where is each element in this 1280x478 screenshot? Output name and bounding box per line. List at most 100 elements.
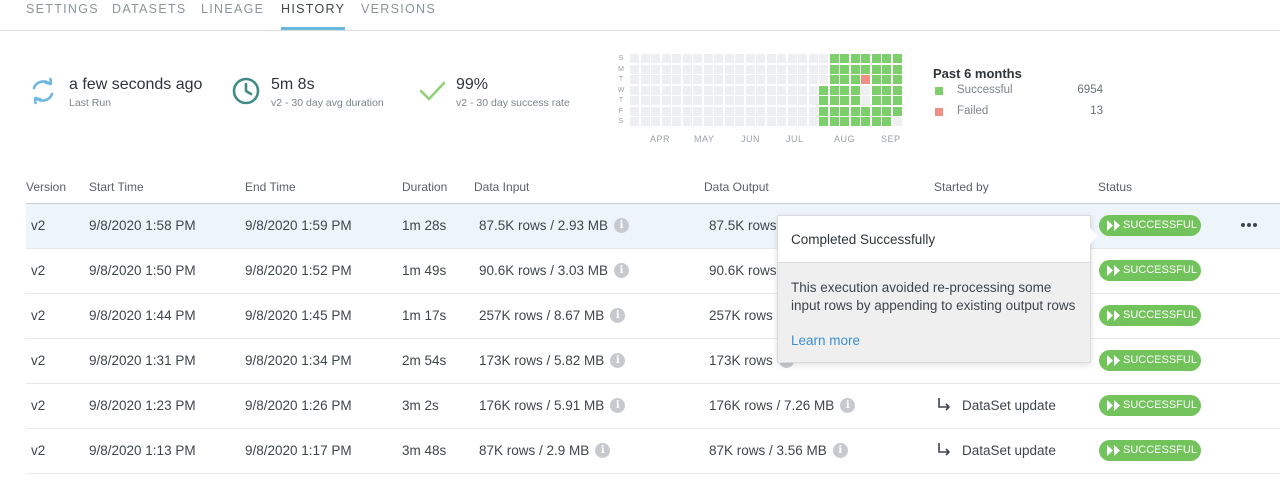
heatmap-cell[interactable] [819, 75, 828, 84]
heatmap-cell[interactable] [651, 106, 660, 116]
heatmap-cell[interactable] [871, 106, 881, 116]
heatmap-cell[interactable] [745, 54, 755, 63]
heatmap-cell[interactable] [661, 75, 671, 84]
heatmap-cell[interactable] [819, 85, 828, 95]
heatmap-cell[interactable] [861, 64, 870, 74]
heatmap-cell[interactable] [640, 85, 650, 95]
heatmap-cell[interactable] [798, 64, 807, 74]
heatmap-cell[interactable] [777, 54, 786, 63]
heatmap-cell[interactable] [850, 96, 860, 105]
heatmap-cell[interactable] [829, 96, 839, 105]
heatmap-cell[interactable] [787, 75, 797, 84]
heatmap-cell[interactable] [819, 54, 828, 63]
heatmap-cell[interactable] [892, 85, 902, 95]
heatmap-cell[interactable] [808, 85, 818, 95]
heatmap-cell[interactable] [724, 64, 734, 74]
column-header-start-time[interactable]: Start Time [89, 180, 144, 194]
table-row[interactable]: v2 9/8/2020 1:23 PM 9/8/2020 1:26 PM 3m 2s 1… [26, 384, 1280, 429]
heatmap-cell[interactable] [703, 106, 713, 116]
heatmap-cell[interactable] [735, 96, 744, 105]
heatmap-cell[interactable] [714, 64, 723, 74]
heatmap-cell[interactable] [829, 64, 839, 74]
heatmap-cell[interactable] [766, 64, 776, 74]
heatmap-cell[interactable] [871, 117, 881, 126]
heatmap-cell[interactable] [640, 106, 650, 116]
heatmap-cell[interactable] [693, 117, 702, 126]
heatmap-cell[interactable] [651, 96, 660, 105]
heatmap-cell[interactable] [661, 106, 671, 116]
heatmap-cell[interactable] [756, 64, 765, 74]
heatmap-cell[interactable] [640, 96, 650, 105]
heatmap-cell[interactable] [882, 85, 891, 95]
heatmap-cell[interactable] [766, 54, 776, 63]
heatmap-cell[interactable] [861, 75, 870, 84]
heatmap-cell[interactable] [808, 117, 818, 126]
heatmap-cell[interactable] [882, 117, 891, 126]
heatmap-cell[interactable] [682, 117, 692, 126]
heatmap-cell[interactable] [682, 106, 692, 116]
heatmap-cell[interactable] [693, 64, 702, 74]
heatmap-cell[interactable] [682, 85, 692, 95]
heatmap-cell[interactable] [703, 54, 713, 63]
heatmap-cell[interactable] [724, 96, 734, 105]
heatmap-cell[interactable] [787, 64, 797, 74]
heatmap-cell[interactable] [682, 64, 692, 74]
status-badge[interactable]: SUCCESSFUL [1099, 440, 1201, 461]
heatmap-cell[interactable] [693, 106, 702, 116]
heatmap-cell[interactable] [871, 96, 881, 105]
heatmap-cell[interactable] [850, 117, 860, 126]
heatmap-cell[interactable] [745, 117, 755, 126]
heatmap-cell[interactable] [882, 64, 891, 74]
heatmap-cell[interactable] [661, 85, 671, 95]
heatmap-cell[interactable] [756, 96, 765, 105]
heatmap-cell[interactable] [672, 64, 681, 74]
heatmap-cell[interactable] [693, 75, 702, 84]
heatmap-cell[interactable] [829, 85, 839, 95]
heatmap-cell[interactable] [672, 96, 681, 105]
heatmap-cell[interactable] [882, 54, 891, 63]
heatmap-cell[interactable] [630, 64, 639, 74]
heatmap-cell[interactable] [808, 106, 818, 116]
heatmap-cell[interactable] [829, 106, 839, 116]
heatmap-cell[interactable] [777, 106, 786, 116]
tab-settings[interactable]: SETTINGS [26, 2, 99, 16]
heatmap-cell[interactable] [840, 96, 849, 105]
heatmap-cell[interactable] [766, 117, 776, 126]
column-header-version[interactable]: Version [26, 180, 67, 194]
heatmap-cell[interactable] [703, 96, 713, 105]
heatmap-cell[interactable] [672, 117, 681, 126]
column-header-started-by[interactable]: Started by [934, 180, 989, 194]
table-row[interactable]: v2 9/8/2020 1:13 PM 9/8/2020 1:17 PM 3m 48s… [26, 429, 1280, 474]
heatmap-cell[interactable] [766, 106, 776, 116]
heatmap-cell[interactable] [861, 85, 870, 95]
tab-datasets[interactable]: DATASETS [112, 2, 187, 16]
heatmap-cell[interactable] [871, 54, 881, 63]
heatmap-cell[interactable] [871, 75, 881, 84]
heatmap-cell[interactable] [745, 96, 755, 105]
status-badge[interactable]: SUCCESSFUL [1099, 395, 1201, 416]
heatmap-cell[interactable] [735, 85, 744, 95]
heatmap-cell[interactable] [703, 117, 713, 126]
heatmap-cell[interactable] [777, 64, 786, 74]
heatmap-cell[interactable] [672, 106, 681, 116]
heatmap-cell[interactable] [714, 96, 723, 105]
status-badge[interactable]: SUCCESSFUL [1099, 260, 1201, 281]
heatmap-cell[interactable] [892, 75, 902, 84]
heatmap-cell[interactable] [829, 75, 839, 84]
heatmap-cell[interactable] [714, 117, 723, 126]
more-options-icon[interactable] [1239, 216, 1259, 234]
heatmap-cell[interactable] [840, 54, 849, 63]
heatmap-cell[interactable] [861, 106, 870, 116]
heatmap-cell[interactable] [798, 54, 807, 63]
table-row[interactable]: v2 9/8/2020 1:44 PM 9/8/2020 1:45 PM 1m 17s… [26, 294, 1280, 339]
heatmap-cell[interactable] [871, 64, 881, 74]
heatmap-cell[interactable] [693, 96, 702, 105]
heatmap-cell[interactable] [661, 96, 671, 105]
heatmap-cell[interactable] [630, 54, 639, 63]
heatmap-cell[interactable] [682, 96, 692, 105]
column-header-status[interactable]: Status [1098, 180, 1133, 194]
learn-more-link[interactable]: Learn more [791, 333, 861, 348]
heatmap-cell[interactable] [745, 75, 755, 84]
heatmap-cell[interactable] [840, 85, 849, 95]
heatmap-cell[interactable] [735, 54, 744, 63]
